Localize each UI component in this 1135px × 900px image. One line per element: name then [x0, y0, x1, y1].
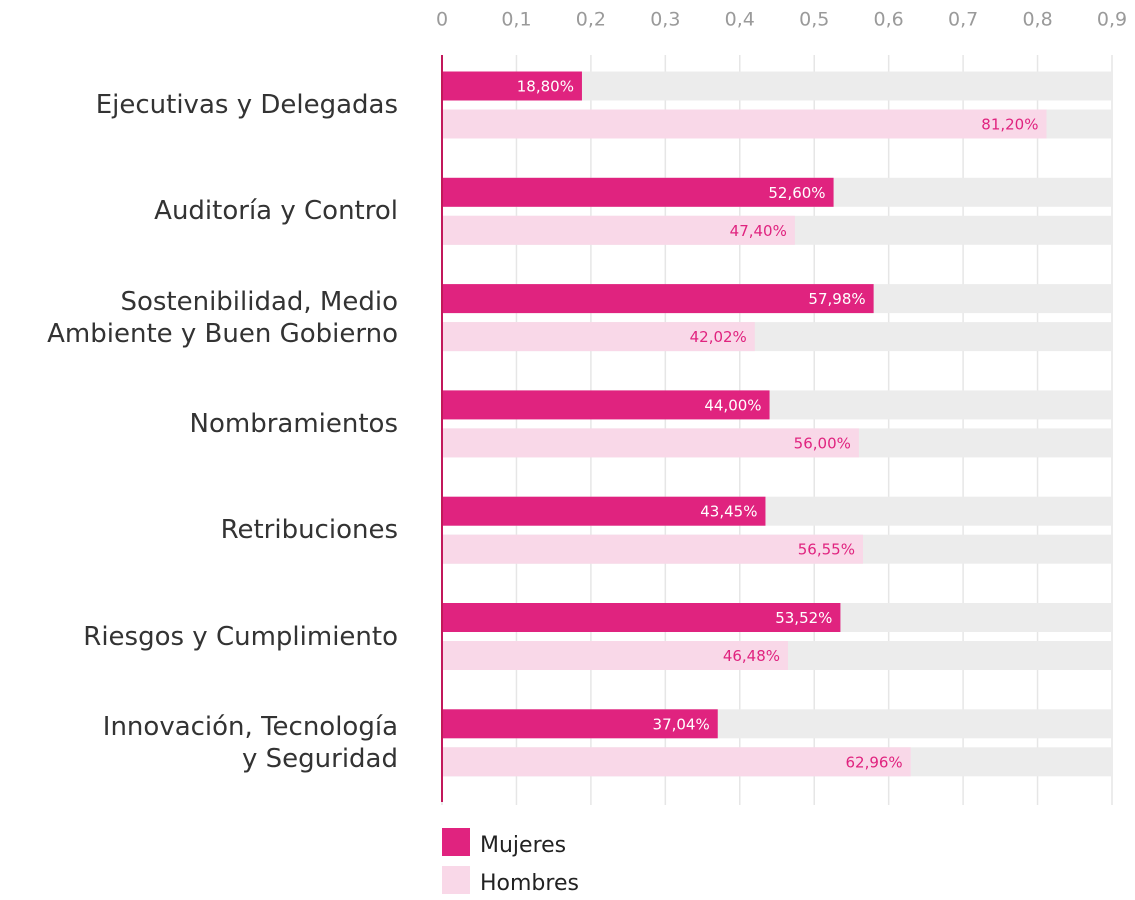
value-label: 47,40% — [730, 222, 787, 240]
value-label: 62,96% — [845, 753, 902, 771]
bar — [442, 284, 874, 314]
x-tick-label: 0,7 — [948, 9, 978, 31]
value-label: 37,04% — [653, 715, 710, 733]
legend-swatch — [442, 828, 470, 856]
bar — [442, 215, 795, 245]
value-label: 81,20% — [981, 116, 1038, 134]
value-label: 57,98% — [808, 290, 865, 308]
category-label: Retribuciones — [220, 515, 398, 546]
bar — [442, 71, 582, 101]
value-label: 44,00% — [704, 396, 761, 414]
x-tick-label: 0,2 — [576, 9, 606, 31]
x-tick-label: 0,5 — [799, 9, 829, 31]
bar — [442, 603, 841, 632]
value-label: 56,55% — [798, 541, 855, 559]
category-label: Auditoría y Control — [154, 196, 398, 227]
bar — [442, 322, 755, 352]
x-tick-label: 0,6 — [874, 9, 904, 31]
value-label: 42,02% — [690, 328, 747, 346]
x-tick-label: 0,4 — [725, 9, 755, 31]
bar — [442, 177, 834, 207]
x-tick-label: 0,3 — [650, 9, 680, 31]
bar — [442, 496, 766, 526]
value-label: 56,00% — [794, 434, 851, 452]
bar — [442, 109, 1047, 139]
value-label: 43,45% — [700, 503, 757, 521]
x-tick-label: 0,9 — [1097, 9, 1127, 31]
legend-swatch — [442, 866, 470, 894]
category-label: Innovación, Tecnología y Seguridad — [102, 711, 398, 774]
value-label: 52,60% — [768, 184, 825, 202]
category-label: Nombramientos — [189, 408, 398, 439]
value-label: 53,52% — [775, 609, 832, 627]
bar — [442, 534, 863, 564]
legend-label: Hombres — [480, 871, 579, 896]
value-label: 18,80% — [517, 78, 574, 96]
bar — [442, 641, 789, 670]
legend-label: Mujeres — [480, 833, 566, 858]
bar — [442, 747, 911, 777]
category-label: Ejecutivas y Delegadas — [95, 90, 398, 120]
bar — [442, 428, 859, 458]
value-label: 46,48% — [723, 647, 780, 665]
x-tick-label: 0,8 — [1022, 9, 1052, 31]
category-label: Riesgos y Cumplimiento — [83, 621, 398, 652]
x-tick-label: 0,1 — [501, 9, 531, 31]
bar — [442, 390, 770, 420]
bar — [442, 709, 718, 739]
x-tick-label: 0 — [436, 9, 448, 31]
category-label: Sostenibilidad, Medio Ambiente y Buen Go… — [47, 286, 398, 349]
